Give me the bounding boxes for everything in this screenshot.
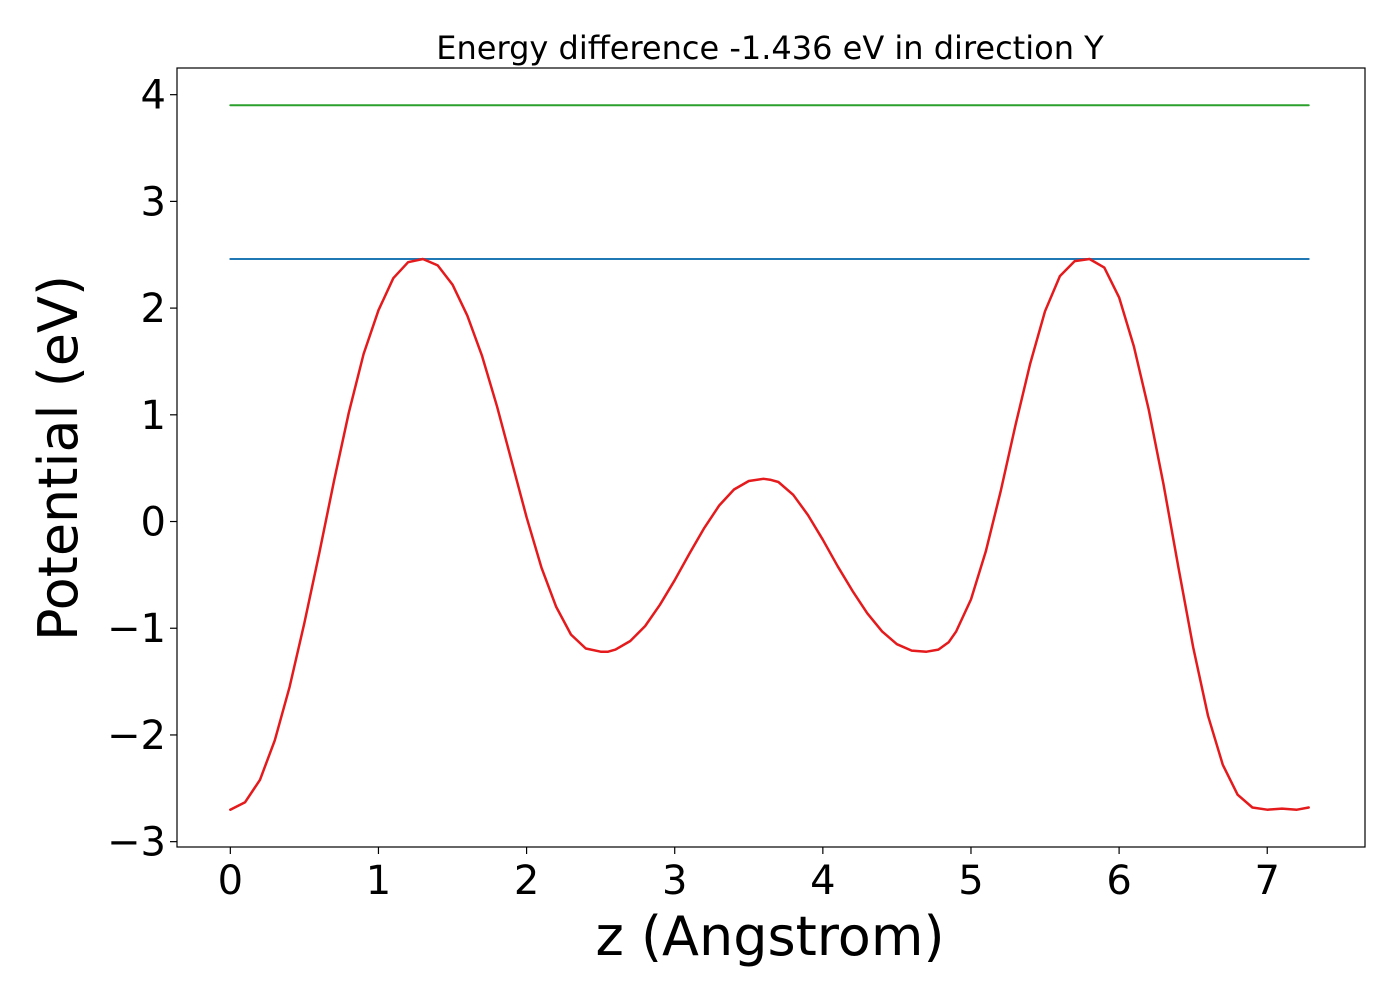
- y-tick-label: −3: [107, 820, 166, 866]
- series-layer: [229, 104, 1310, 811]
- y-axis-ticks: −3 −2 −1 0 1 2 3 4: [107, 73, 177, 866]
- x-tick-label: 7: [1255, 858, 1280, 904]
- x-tick-label: 4: [810, 858, 835, 904]
- chart-title: Energy difference -1.436 eV in direction…: [436, 29, 1104, 67]
- y-tick-label: 3: [141, 179, 166, 225]
- y-tick-label: 1: [141, 393, 166, 439]
- y-tick-label: −2: [107, 713, 166, 759]
- series-line-3: [229, 257, 1310, 811]
- x-tick-label: 0: [218, 858, 243, 904]
- plot-frame: [176, 67, 1366, 848]
- y-axis-label: Potential (eV): [27, 275, 90, 641]
- y-tick-label: 4: [141, 73, 166, 119]
- x-axis-ticks: 0 1 2 3 4 5 6 7: [218, 847, 1280, 904]
- x-tick-label: 3: [662, 858, 687, 904]
- x-tick-label: 6: [1106, 858, 1131, 904]
- x-tick-label: 1: [366, 858, 391, 904]
- x-axis-label: z (Angstrom): [595, 905, 944, 968]
- x-tick-label: 2: [514, 858, 539, 904]
- y-tick-label: 0: [141, 500, 166, 546]
- y-tick-label: −1: [107, 606, 166, 652]
- y-tick-label: 2: [141, 286, 166, 332]
- x-tick-label: 5: [958, 858, 983, 904]
